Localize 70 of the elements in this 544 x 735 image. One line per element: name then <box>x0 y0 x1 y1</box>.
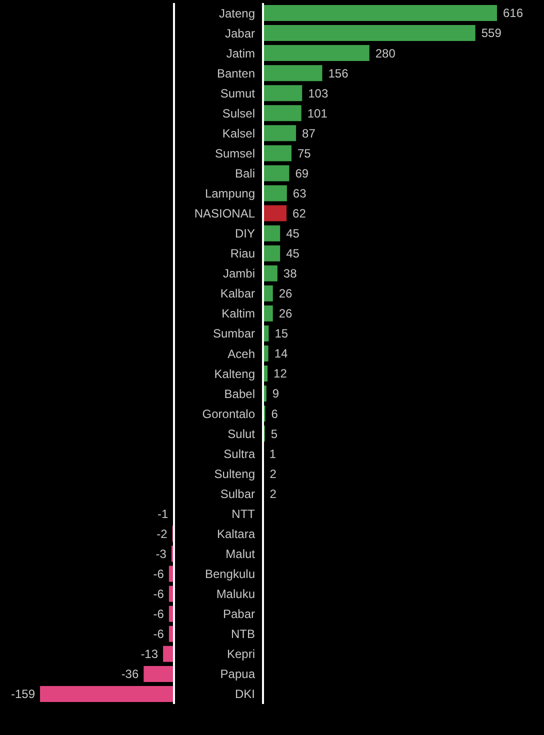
data-label: -6 <box>153 627 164 642</box>
data-label: 103 <box>308 86 328 100</box>
y-tick-label: Kalteng <box>214 366 255 381</box>
data-label: 280 <box>375 46 396 60</box>
y-tick-label: Sultra <box>224 446 256 461</box>
y-tick-label: Aceh <box>228 346 255 361</box>
y-tick-label: NTT <box>232 506 256 521</box>
data-label: 14 <box>274 346 288 361</box>
y-tick-label: Kaltara <box>216 526 256 541</box>
data-label: 75 <box>297 146 312 160</box>
data-label: -3 <box>156 546 167 561</box>
data-label: 38 <box>283 266 298 281</box>
y-tick-label: Jatim <box>226 46 255 60</box>
data-label: 156 <box>328 66 349 80</box>
data-label: 62 <box>292 206 306 220</box>
data-label: 45 <box>286 226 300 241</box>
y-tick-label: DIY <box>234 226 255 241</box>
y-tick-label: Sulbar <box>220 486 256 501</box>
y-tick-label: Kalsel <box>222 126 255 140</box>
y-tick-label: Kaltim <box>222 306 255 321</box>
y-tick-label: Sulteng <box>214 466 255 481</box>
y-tick-label: Banten <box>216 66 255 80</box>
y-tick-label: Sulut <box>228 426 256 441</box>
data-label: -6 <box>153 567 164 581</box>
y-tick-label: Papua <box>220 667 256 682</box>
y-tick-label: Bali <box>234 166 255 181</box>
y-tick-label: Bengkulu <box>204 567 255 582</box>
data-label: 6 <box>271 406 278 421</box>
y-tick-label: Riau <box>230 246 255 261</box>
y-tick-label: Jateng <box>218 6 255 20</box>
y-tick-label: Sumut <box>220 86 256 100</box>
data-label: 1 <box>269 446 276 461</box>
data-label: 2 <box>270 466 277 481</box>
y-tick-label: Sulsel <box>222 106 255 120</box>
y-tick-label: Gorontalo <box>202 406 256 421</box>
data-label: -159 <box>10 687 36 702</box>
data-label: -36 <box>121 667 139 682</box>
data-label: 45 <box>286 246 300 261</box>
data-label: 2 <box>270 486 277 501</box>
data-label: -6 <box>153 587 164 602</box>
data-label: 63 <box>292 186 307 200</box>
y-tick-label: Pabar <box>222 607 255 622</box>
data-label: 12 <box>274 366 288 381</box>
y-tick-label: Jambi <box>222 266 255 281</box>
data-label: 559 <box>481 26 502 40</box>
y-tick-label: Kepri <box>226 647 255 662</box>
data-label: 69 <box>295 166 309 180</box>
y-tick-label: Kalbar <box>220 286 256 301</box>
y-tick-label: NTB <box>231 627 255 642</box>
data-label: 616 <box>503 6 524 20</box>
y-tick-label: Maluku <box>216 587 255 602</box>
data-label: -1 <box>157 506 168 521</box>
data-label: 5 <box>270 426 278 441</box>
data-label: 26 <box>278 306 293 321</box>
y-tick-label: Babel <box>224 386 255 401</box>
y-tick-label: Malut <box>226 546 256 561</box>
data-label: -6 <box>153 607 164 622</box>
data-label: 101 <box>307 106 328 120</box>
data-label: -13 <box>140 647 158 662</box>
y-tick-label: NASIONAL <box>194 206 256 221</box>
y-tick-label: Sumbar <box>212 326 255 341</box>
data-label: -2 <box>156 526 168 541</box>
data-label: 26 <box>278 286 293 301</box>
data-label: 15 <box>274 326 288 341</box>
y-tick-label: Lampung <box>204 186 255 201</box>
y-tick-label: Sumsel <box>214 146 255 160</box>
y-tick-label: DKI <box>234 687 255 702</box>
y-tick-label: Jabar <box>224 26 255 40</box>
data-label: 87 <box>302 126 316 140</box>
data-label: 9 <box>272 386 280 401</box>
